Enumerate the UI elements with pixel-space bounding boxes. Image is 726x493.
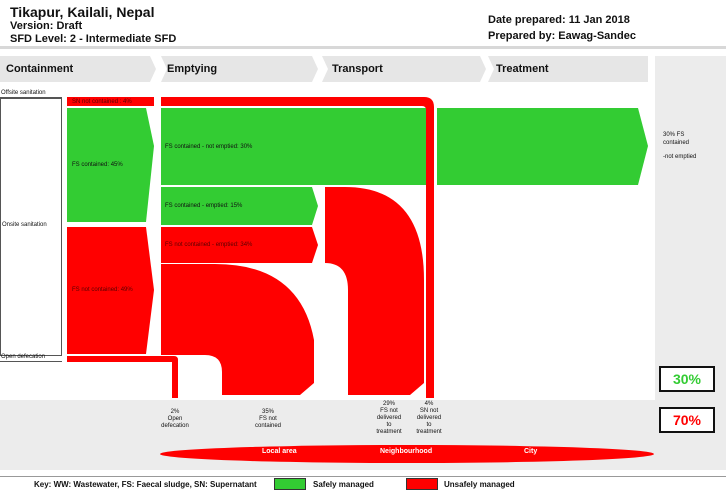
prepared-by: Prepared by: Eawag-Sandec [488, 30, 636, 42]
label-fs-not-contained-emptied: FS not contained - emptied: 34% [165, 242, 253, 248]
label-fs-not-contained: FS not contained: 49% [72, 287, 133, 293]
fs-not-contained-arrow [67, 227, 154, 354]
label-fs-contained-not-emptied: FS contained - not emptied: 30% [165, 144, 253, 150]
result-line: treatment [416, 429, 442, 435]
result-fs-not-contained: 35% FS not contained [243, 409, 293, 430]
treatment-not-emptied-arrow [437, 108, 648, 185]
result-fs-not-delivered: 29% FS not delivered to treatment [364, 401, 414, 436]
date-prepared: Date prepared: 11 Jan 2018 [488, 14, 630, 26]
stage-bar: Containment Emptying Transport Treatment [0, 56, 726, 82]
open-defecation-strip [67, 356, 178, 398]
label-fs-contained: FS contained: 45% [72, 162, 123, 168]
area-ellipse-shape [160, 445, 654, 463]
legend: Key: WW: Wastewater, FS: Faecal sludge, … [0, 476, 726, 493]
onsite-box [0, 98, 62, 356]
stage-chevron-transport [322, 56, 486, 82]
treatment-side-panel [655, 56, 726, 400]
sn-not-contained-bar [67, 97, 154, 106]
header-right: Date prepared: 11 Jan 2018 Prepared by: … [488, 12, 636, 44]
result-pct: 29% [382, 401, 395, 407]
transport-not-delivered-shape [325, 187, 424, 395]
result-line: delivered [376, 415, 402, 421]
safe-percentage-box: 30% [659, 366, 715, 392]
result-line: to [386, 422, 392, 428]
label-fs-contained-emptied: FS contained - emptied: 15% [165, 203, 243, 209]
fs-contained-not-emptied-band [161, 108, 426, 185]
sfd-level-label: SFD Level: 2 - Intermediate SFD [10, 33, 177, 45]
city-title: Tikapur, Kailali, Nepal [10, 4, 155, 20]
header-divider [0, 46, 726, 49]
unsafe-percentage-box: 70% [659, 407, 715, 433]
legend-divider [0, 476, 726, 477]
open-divider [0, 361, 62, 362]
result-line: delivered [416, 415, 442, 421]
result-line: treatment [376, 429, 402, 435]
row-label-offsite: Offsite sanitation [1, 90, 46, 96]
area-ellipse [160, 445, 654, 463]
fs-not-contained-emptied-arrow [161, 227, 318, 263]
result-line: defecation [161, 423, 189, 429]
result-pct: 2% [170, 409, 180, 415]
emptying-not-contained-shape [161, 264, 314, 395]
legend-unsafe-label: Unsafely managed [444, 480, 515, 489]
stage-chevron-containment [0, 56, 156, 82]
result-pct: 4% [424, 401, 434, 407]
legend-safe-swatch [274, 478, 306, 490]
result-pct: 35% [261, 409, 274, 415]
area-local: Local area [262, 448, 297, 455]
version-label: Version: Draft [10, 20, 83, 32]
stage-chevrons [0, 56, 648, 82]
stage-chevron-treatment [488, 56, 648, 82]
label-sn-not-contained: SN not contained : 4% [72, 98, 132, 105]
area-city: City [524, 448, 538, 455]
result-line: FS not [380, 408, 398, 414]
legend-key-text: Key: WW: Wastewater, FS: Faecal sludge, … [34, 480, 257, 489]
row-label-open: Open defecation [1, 354, 46, 360]
area-neighbourhood: Neighbourhood [380, 448, 433, 455]
stage-containment: Containment [6, 63, 74, 75]
result-line: SN not [419, 408, 439, 414]
treatment-note: 30% FS contained -not emptied [663, 131, 696, 161]
result-sn-not-delivered: 4% SN not delivered to treatment [404, 401, 454, 436]
treatment-note-line3: -not emptied [663, 154, 697, 160]
result-open-defecation: 2% Open defecation [150, 409, 200, 430]
fs-contained-emptied-arrow [161, 187, 318, 225]
row-label-onsite: Onsite sanitation [2, 222, 47, 228]
result-line: to [426, 422, 432, 428]
treatment-note-line1: 30% FS [663, 132, 685, 138]
treatment-note-line2: contained [663, 140, 690, 146]
fs-contained-arrow [67, 108, 154, 222]
stage-chevron-emptying [161, 56, 318, 82]
legend-safe-label: Safely managed [313, 480, 374, 489]
header-left: Tikapur, Kailali, Nepal Version: Draft S… [10, 4, 176, 46]
stage-transport: Transport [332, 63, 383, 75]
result-line: Open [167, 416, 183, 422]
offsite-divider [0, 97, 62, 98]
result-line: FS not [259, 416, 277, 422]
result-line: contained [254, 423, 282, 429]
legend-unsafe-swatch [406, 478, 438, 490]
stage-emptying: Emptying [167, 63, 218, 75]
stage-treatment: Treatment [496, 63, 549, 75]
